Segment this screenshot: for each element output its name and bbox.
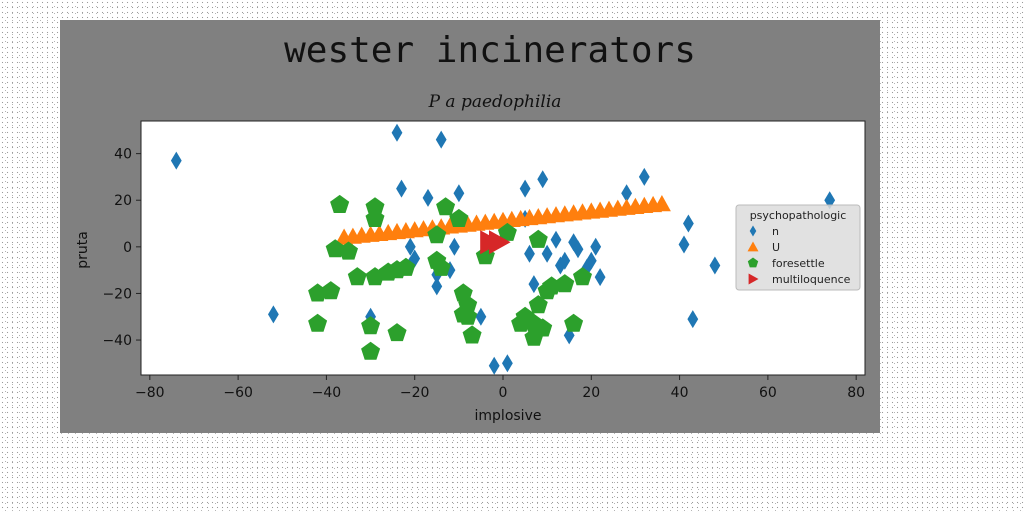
data-point bbox=[427, 225, 447, 244]
legend-marker bbox=[747, 257, 759, 268]
data-point bbox=[435, 130, 447, 149]
data-point bbox=[462, 325, 482, 344]
data-point bbox=[325, 239, 345, 258]
data-point bbox=[422, 188, 434, 207]
series-foresettle bbox=[308, 194, 592, 360]
data-point bbox=[555, 274, 575, 293]
data-point bbox=[687, 310, 699, 329]
data-point bbox=[268, 305, 279, 324]
series-U bbox=[335, 195, 671, 245]
data-point bbox=[489, 230, 511, 255]
data-point bbox=[528, 275, 540, 294]
legend-entry: n bbox=[772, 225, 779, 238]
x-tick-label: 60 bbox=[759, 385, 777, 401]
data-point bbox=[458, 295, 478, 314]
data-point bbox=[590, 237, 602, 256]
y-tick-label: −20 bbox=[102, 286, 132, 302]
data-point bbox=[361, 341, 381, 360]
chart-subtitle: P a paedophilia bbox=[428, 92, 562, 112]
x-tick-label: −40 bbox=[312, 385, 342, 401]
legend-marker bbox=[747, 241, 759, 252]
data-point bbox=[431, 257, 451, 276]
data-point bbox=[573, 267, 592, 286]
data-point bbox=[488, 356, 500, 375]
data-point bbox=[347, 267, 367, 286]
y-axis-label: pruta bbox=[75, 231, 91, 269]
data-point bbox=[404, 237, 416, 256]
y-tick-label: 0 bbox=[123, 240, 132, 256]
y-tick-label: 20 bbox=[114, 193, 132, 209]
chart-figure: wester incinerators P a paedophilia −80−… bbox=[60, 20, 880, 433]
data-point bbox=[396, 179, 407, 198]
y-tick-label: −40 bbox=[102, 333, 132, 349]
x-tick-label: 40 bbox=[671, 385, 689, 401]
x-tick-label: −60 bbox=[223, 385, 253, 401]
data-point bbox=[652, 195, 671, 212]
data-point bbox=[330, 194, 350, 213]
data-point bbox=[361, 316, 381, 335]
data-point bbox=[321, 281, 341, 300]
x-tick-label: 20 bbox=[582, 385, 600, 401]
data-point bbox=[449, 237, 460, 256]
x-tick-label: 0 bbox=[499, 385, 508, 401]
data-point bbox=[537, 170, 549, 189]
legend-entry: multiloquence bbox=[772, 273, 851, 286]
series-multiloquence bbox=[480, 230, 511, 255]
data-point bbox=[572, 240, 584, 259]
data-point bbox=[458, 306, 478, 325]
data-point bbox=[678, 235, 690, 254]
data-point bbox=[497, 222, 517, 241]
data-point bbox=[170, 151, 182, 170]
data-point bbox=[564, 313, 584, 332]
data-point bbox=[541, 244, 553, 263]
data-point bbox=[550, 230, 562, 249]
y-tick-label: 40 bbox=[114, 147, 132, 163]
data-point bbox=[436, 197, 456, 216]
legend-entry: foresettle bbox=[772, 257, 825, 270]
y-axis: −40 −20 0 20 40 bbox=[102, 147, 141, 349]
x-tick-label: 80 bbox=[847, 385, 865, 401]
data-point bbox=[308, 313, 328, 332]
data-point bbox=[431, 277, 443, 296]
data-point bbox=[683, 214, 694, 233]
data-point bbox=[365, 197, 385, 216]
data-point bbox=[528, 295, 548, 314]
data-point bbox=[519, 179, 531, 198]
x-axis-label: implosive bbox=[475, 408, 542, 424]
x-tick-label: −20 bbox=[400, 385, 430, 401]
data-point bbox=[594, 268, 606, 287]
legend-title: psychopathologic bbox=[750, 209, 847, 222]
data-point bbox=[339, 241, 358, 260]
data-point bbox=[524, 244, 535, 263]
legend-marker bbox=[748, 273, 759, 285]
legend-marker bbox=[749, 225, 757, 237]
data-point bbox=[444, 261, 456, 280]
data-point bbox=[502, 354, 513, 373]
chart-title: wester incinerators bbox=[284, 30, 696, 71]
data-point bbox=[621, 184, 632, 203]
data-point bbox=[449, 208, 469, 227]
data-point bbox=[391, 123, 403, 142]
legend-box bbox=[735, 204, 861, 291]
data-point bbox=[453, 184, 465, 203]
x-tick-label: −80 bbox=[135, 385, 165, 401]
data-point bbox=[396, 257, 416, 276]
scatter-chart: wester incinerators P a paedophilia −80−… bbox=[75, 30, 866, 424]
data-point bbox=[638, 167, 650, 186]
data-marks bbox=[170, 123, 836, 375]
x-axis: −80 −60 −40 −20 0 20 40 60 80 bbox=[135, 375, 865, 401]
data-point bbox=[475, 307, 487, 326]
legend-entry: U bbox=[772, 241, 780, 254]
data-point bbox=[709, 256, 721, 275]
data-point bbox=[533, 318, 553, 337]
data-point bbox=[387, 323, 407, 342]
data-point bbox=[528, 229, 548, 248]
data-point bbox=[365, 208, 385, 227]
